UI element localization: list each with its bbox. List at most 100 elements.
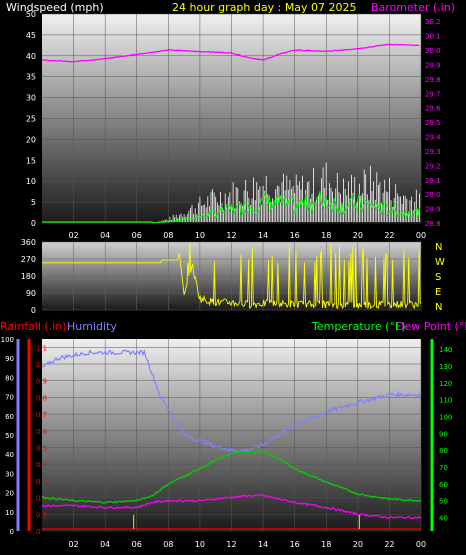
y2-tick-label: 28.9 — [425, 206, 441, 214]
x-tick-label: 20 — [353, 231, 363, 240]
y-tick-label: 15 — [26, 156, 36, 165]
temp-tick-label: 70 — [439, 464, 448, 472]
x-tick-label: 00 — [416, 540, 426, 549]
y2-tick-label: 29.3 — [425, 148, 441, 156]
dewpoint-label: Dew Point (°F) — [396, 320, 466, 333]
temperature-label: Temperature (°F) — [311, 320, 406, 333]
y-tick-label: 45 — [26, 31, 36, 40]
y-tick-label: 25 — [26, 115, 36, 124]
y-tick-label: 270 — [21, 255, 36, 264]
y2-tick-label: 29.2 — [425, 162, 441, 170]
windspeed-label: Windspeed (mph) — [6, 1, 104, 14]
x-tick-label: 04 — [100, 540, 110, 549]
humidity-tick-label: 20 — [5, 490, 14, 498]
direction-label: N — [435, 242, 442, 253]
rain-tick-label: 0 — [36, 528, 40, 536]
y-tick-label: 180 — [21, 272, 36, 281]
chart-title: 24 hour graph day : May 07 2025 — [172, 1, 357, 14]
humidity-tick-label: 100 — [1, 336, 14, 344]
dewpoint-series — [41, 494, 422, 520]
temp-tick-label: 110 — [439, 397, 452, 405]
y2-tick-label: 29.6 — [425, 105, 441, 113]
rain-tick-label: 0.4 — [36, 461, 48, 469]
temp-tick-label: 130 — [439, 363, 452, 371]
rain-tick-label: 0.8 — [36, 394, 47, 402]
temperature-series — [41, 450, 422, 504]
x-tick-label: 04 — [100, 231, 110, 240]
y2-tick-label: 29.8 — [425, 76, 441, 84]
humidity-tick-label: 30 — [5, 470, 14, 478]
y-tick-label: 10 — [26, 177, 36, 186]
y2-tick-label: 29.4 — [425, 134, 441, 142]
humidity-series — [41, 348, 422, 453]
x-tick-label: 18 — [321, 231, 331, 240]
x-tick-label: 08 — [163, 540, 173, 549]
y2-tick-label: 29.0 — [425, 191, 441, 199]
humidity-tick-label: 90 — [5, 355, 14, 363]
temp-tick-label: 120 — [439, 380, 452, 388]
y2-tick-label: 29.1 — [425, 177, 441, 185]
x-tick-label: 18 — [321, 540, 331, 549]
rain-tick-label: 0.7 — [36, 411, 47, 419]
y2-tick-label: 30.0 — [425, 47, 441, 55]
direction-label: N — [435, 302, 442, 313]
humidity-label: Humidity — [67, 320, 117, 333]
x-tick-label: 02 — [68, 540, 78, 549]
y-tick-label: 40 — [26, 52, 36, 61]
y-tick-label: 5 — [31, 198, 36, 207]
direction-label: S — [435, 272, 441, 283]
direction-series — [42, 242, 422, 310]
x-tick-label: 16 — [290, 540, 300, 549]
y-tick-label: 35 — [26, 73, 36, 82]
y2-tick-label: 29.5 — [425, 119, 441, 127]
rain-tick-label: 0.5 — [36, 445, 47, 453]
x-tick-label: 22 — [384, 231, 394, 240]
humidity-tick-label: 60 — [5, 413, 14, 421]
humidity-tick-label: 40 — [5, 451, 14, 459]
x-tick-label: 16 — [290, 231, 300, 240]
y-tick-label: 90 — [26, 289, 36, 298]
x-tick-label: 12 — [226, 231, 236, 240]
y2-tick-label: 29.9 — [425, 61, 441, 69]
temp-tick-label: 80 — [439, 447, 448, 455]
temp-tick-label: 100 — [439, 413, 452, 421]
rain-tick-label: 1.1 — [36, 344, 47, 352]
x-tick-label: 12 — [226, 540, 236, 549]
rain-tick-label: 0.6 — [36, 428, 48, 436]
y2-tick-label: 29.7 — [425, 90, 441, 98]
x-tick-label: 14 — [258, 231, 268, 240]
x-tick-label: 10 — [195, 540, 205, 549]
humidity-tick-label: 80 — [5, 374, 14, 382]
x-tick-label: 02 — [68, 231, 78, 240]
x-tick-label: 08 — [163, 231, 173, 240]
x-tick-label: 22 — [384, 540, 394, 549]
x-tick-label: 06 — [132, 231, 142, 240]
y-tick-label: 360 — [21, 238, 36, 247]
y-tick-label: 50 — [26, 10, 36, 19]
windspeed-series — [152, 191, 420, 224]
y-tick-label: 30 — [26, 94, 36, 103]
y-tick-label: 0 — [31, 306, 36, 315]
temp-tick-label: 140 — [439, 346, 452, 354]
rain-tick-label: 0.2 — [36, 495, 47, 503]
direction-label: E — [435, 287, 441, 298]
rain-tick-label: 0.1 — [36, 511, 47, 519]
y-tick-label: 0 — [31, 219, 36, 228]
rain-tick-label: 1 — [36, 361, 40, 369]
x-tick-label: 00 — [416, 231, 426, 240]
humidity-tick-label: 70 — [5, 394, 14, 402]
direction-label: W — [435, 257, 445, 268]
rain-tick-label: 0.9 — [36, 378, 47, 386]
x-tick-label: 20 — [353, 540, 363, 549]
x-tick-label: 14 — [258, 540, 268, 549]
temp-tick-label: 40 — [439, 515, 448, 523]
temp-tick-label: 90 — [439, 430, 448, 438]
barometer-label: Barometer (.in) — [371, 1, 455, 14]
x-tick-label: 06 — [132, 540, 142, 549]
humidity-tick-label: 10 — [5, 509, 14, 517]
x-tick-label: 10 — [195, 231, 205, 240]
temp-tick-label: 50 — [439, 498, 448, 506]
humidity-tick-label: 50 — [5, 432, 14, 440]
rainfall-label: Rainfall (.in) — [0, 320, 67, 333]
